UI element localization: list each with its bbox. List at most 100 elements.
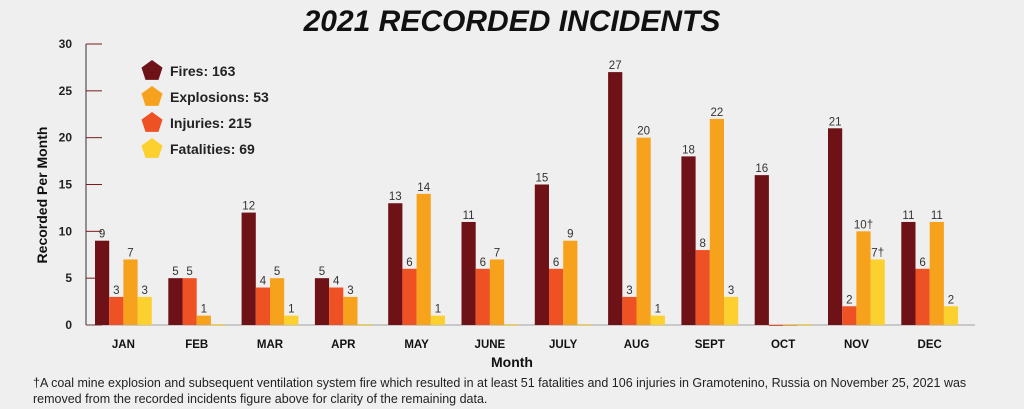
data-label: 15: [536, 173, 549, 185]
bar: [210, 325, 226, 326]
x-tick-label: JUNE: [475, 339, 506, 351]
bar: [416, 193, 431, 325]
category-labels-group: JAN FEB MAR APR MAY JUNE JULY AUG SEPT OCT NOV DEC: [112, 339, 942, 351]
data-label: 27: [609, 60, 622, 72]
legend-marker: [141, 60, 163, 80]
data-label: 22: [711, 107, 724, 119]
data-label: 1: [288, 304, 294, 316]
bar: [856, 231, 871, 325]
data-label: 7: [127, 247, 133, 259]
data-label: 3: [113, 285, 119, 297]
legend: Fires: 163 Explosions: 53 Injuries: 215 Fat…: [141, 60, 269, 158]
bar: [842, 306, 857, 325]
bar: [109, 296, 124, 325]
data-label: 11: [463, 210, 475, 222]
chart-title: 2021 RECORDED INCIDENTS: [303, 5, 721, 38]
data-label: 12: [242, 201, 255, 213]
data-label: 6: [406, 257, 412, 269]
x-tick-label: OCT: [771, 339, 795, 351]
data-label: 2: [846, 294, 852, 306]
data-label: 5: [186, 266, 192, 278]
x-tick-label: FEB: [185, 339, 208, 351]
data-label: 3: [141, 285, 147, 297]
y-tick-label: 0: [65, 318, 72, 332]
y-tick-label: 30: [59, 37, 73, 51]
x-tick-label: AUG: [624, 339, 650, 351]
data-label: 3: [728, 285, 734, 297]
y-axis-label: Recorded Per Month: [34, 127, 50, 264]
bar: [489, 259, 505, 325]
bar: [622, 296, 637, 325]
data-label: 1: [655, 304, 661, 316]
y-tick-label: 10: [59, 224, 73, 238]
bar: [284, 315, 299, 325]
bar: [608, 72, 623, 325]
data-label: 11: [931, 210, 943, 222]
bar: [901, 221, 916, 325]
bar: [870, 259, 885, 325]
data-label: 20: [637, 126, 650, 138]
data-label: 4: [333, 276, 340, 288]
data-label: 8: [699, 238, 705, 250]
data-label: 13: [389, 191, 402, 203]
bar: [577, 325, 592, 326]
bar: [636, 137, 651, 325]
data-label: 6: [919, 257, 925, 269]
bar: [650, 315, 665, 325]
data-label: 6: [480, 257, 486, 269]
legend-label: Injuries: 215: [170, 115, 252, 131]
data-label: 5: [274, 266, 280, 278]
bar: [196, 315, 211, 325]
bar: [461, 221, 476, 325]
bar: [534, 184, 549, 325]
data-label: 2: [948, 294, 954, 306]
bar: [137, 296, 152, 325]
x-tick-label: JAN: [112, 339, 135, 351]
bar: [754, 175, 769, 325]
x-tick-label: APR: [331, 339, 356, 351]
bar: [695, 250, 710, 325]
y-tick-label: 15: [59, 178, 73, 192]
data-label: 1: [435, 304, 441, 316]
bar: [797, 325, 812, 326]
legend-label: Explosions: 53: [170, 89, 269, 105]
x-tick-label: MAY: [404, 339, 429, 351]
bar: [388, 203, 403, 325]
y-tick-label: 20: [59, 131, 73, 145]
bar: [182, 278, 197, 325]
bar: [168, 278, 183, 325]
data-label: 14: [417, 182, 430, 194]
x-tick-label: JULY: [549, 339, 578, 351]
data-label: 4: [260, 276, 267, 288]
y-tick-label: 25: [59, 84, 73, 98]
data-label: 5: [319, 266, 325, 278]
bar: [915, 268, 930, 325]
bar: [709, 118, 724, 325]
bar: [724, 296, 739, 325]
data-label: 6: [553, 257, 559, 269]
bar: [123, 259, 138, 325]
legend-label: Fatalities: 69: [170, 141, 255, 157]
legend-label: Fires: 163: [170, 63, 236, 79]
bar: [314, 278, 330, 325]
data-label: 18: [682, 144, 695, 156]
x-tick-label: SEPT: [695, 339, 725, 351]
bar: [241, 212, 256, 325]
data-label: 9: [567, 229, 573, 241]
data-label: 7†: [871, 247, 884, 259]
bar: [828, 128, 843, 325]
bar: [563, 240, 578, 325]
x-axis-label: Month: [491, 354, 533, 370]
data-label: 3: [626, 285, 632, 297]
bar: [95, 240, 110, 325]
bar: [943, 306, 959, 325]
data-label: 21: [829, 116, 842, 128]
data-label: 7: [494, 247, 500, 259]
legend-marker: [141, 138, 163, 158]
bar: [504, 325, 519, 326]
data-label: 16: [755, 163, 768, 175]
y-tick-label: 5: [65, 271, 72, 285]
bar: [430, 315, 445, 325]
